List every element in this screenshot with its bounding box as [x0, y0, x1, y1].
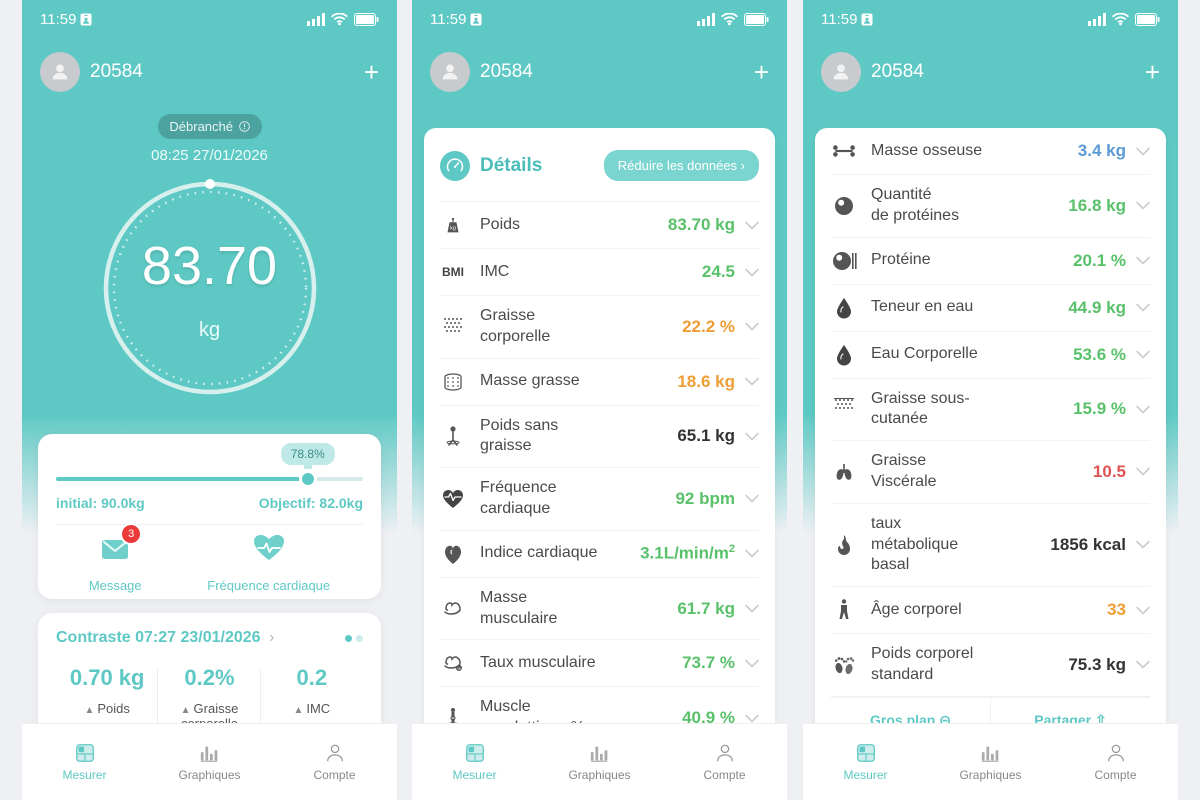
svg-text:kg: kg	[450, 226, 456, 232]
svg-text:%: %	[457, 666, 461, 671]
